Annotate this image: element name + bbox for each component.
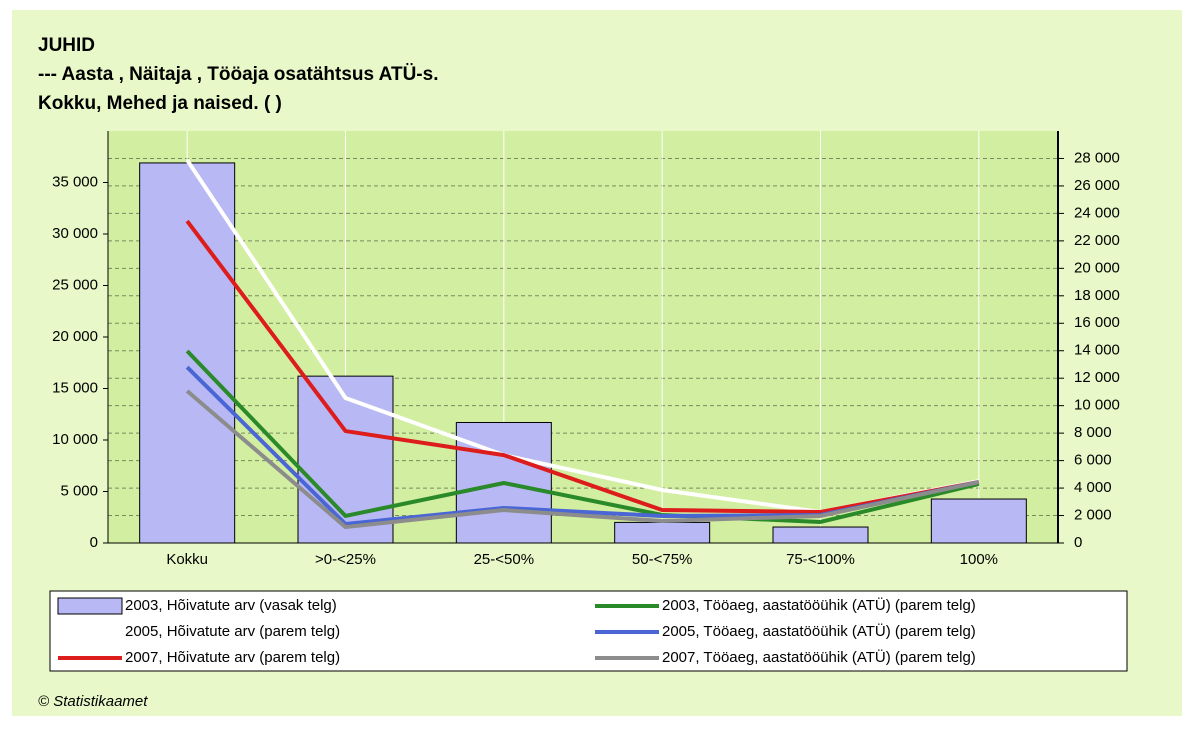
y2-tick-label: 0 bbox=[1074, 534, 1082, 551]
y2-tick-label: 10 000 bbox=[1074, 397, 1120, 414]
y2-tick-label: 6 000 bbox=[1074, 452, 1112, 469]
bar bbox=[772, 526, 869, 544]
y-tick-label: 35 000 bbox=[52, 173, 98, 190]
x-tick-label: 50-<75% bbox=[632, 551, 692, 568]
legend-swatch bbox=[57, 597, 123, 615]
y-tick-label: 5 000 bbox=[60, 482, 98, 499]
bar bbox=[930, 498, 1027, 544]
legend-label: 2005, Hõivatute arv (parem telg) bbox=[125, 623, 340, 640]
x-tick-label: Kokku bbox=[166, 551, 208, 568]
y2-tick-label: 28 000 bbox=[1074, 149, 1120, 166]
legend-label: 2003, Tööaeg, aastatööühik (ATÜ) (parem … bbox=[662, 596, 976, 614]
y2-tick-label: 4 000 bbox=[1074, 479, 1112, 496]
chart-title: --- Aasta , Näitaja , Tööaja osatähtsus … bbox=[38, 64, 438, 85]
legend-label: 2005, Tööaeg, aastatööühik (ATÜ) (parem … bbox=[662, 622, 976, 640]
x-tick-label: 100% bbox=[960, 551, 998, 568]
y2-tick-label: 18 000 bbox=[1074, 287, 1120, 304]
x-tick-label: >0-<25% bbox=[315, 551, 376, 568]
y-tick-label: 10 000 bbox=[52, 431, 98, 448]
legend-label: 2007, Tööaeg, aastatööühik (ATÜ) (parem … bbox=[662, 648, 976, 666]
legend-label: 2003, Hõivatute arv (vasak telg) bbox=[125, 597, 337, 614]
line bbox=[185, 219, 980, 514]
bar bbox=[614, 521, 711, 544]
bar bbox=[139, 162, 236, 544]
y2-tick-label: 24 000 bbox=[1074, 204, 1120, 221]
y2-tick-label: 8 000 bbox=[1074, 424, 1112, 441]
y-tick-label: 30 000 bbox=[52, 225, 98, 242]
line bbox=[185, 389, 980, 530]
chart-title: JUHID bbox=[38, 35, 95, 56]
line bbox=[185, 349, 980, 524]
source: © Statistikaamet bbox=[38, 693, 148, 710]
y2-tick-label: 2 000 bbox=[1074, 507, 1112, 524]
y-tick-label: 15 000 bbox=[52, 379, 98, 396]
x-tick-label: 25-<50% bbox=[474, 551, 534, 568]
y2-tick-label: 16 000 bbox=[1074, 314, 1120, 331]
y-tick-label: 20 000 bbox=[52, 328, 98, 345]
chart-title: Kokku, Mehed ja naised. ( ) bbox=[38, 93, 282, 114]
x-tick-label: 75-<100% bbox=[786, 551, 855, 568]
y2-tick-label: 22 000 bbox=[1074, 232, 1120, 249]
y-tick-label: 25 000 bbox=[52, 276, 98, 293]
y2-tick-label: 12 000 bbox=[1074, 369, 1120, 386]
legend bbox=[49, 590, 1128, 672]
bar bbox=[297, 375, 394, 544]
y2-tick-label: 26 000 bbox=[1074, 177, 1120, 194]
legend-label: 2007, Hõivatute arv (parem telg) bbox=[125, 649, 340, 666]
y2-tick-label: 14 000 bbox=[1074, 342, 1120, 359]
y-tick-label: 0 bbox=[90, 534, 98, 551]
y2-tick-label: 20 000 bbox=[1074, 259, 1120, 276]
